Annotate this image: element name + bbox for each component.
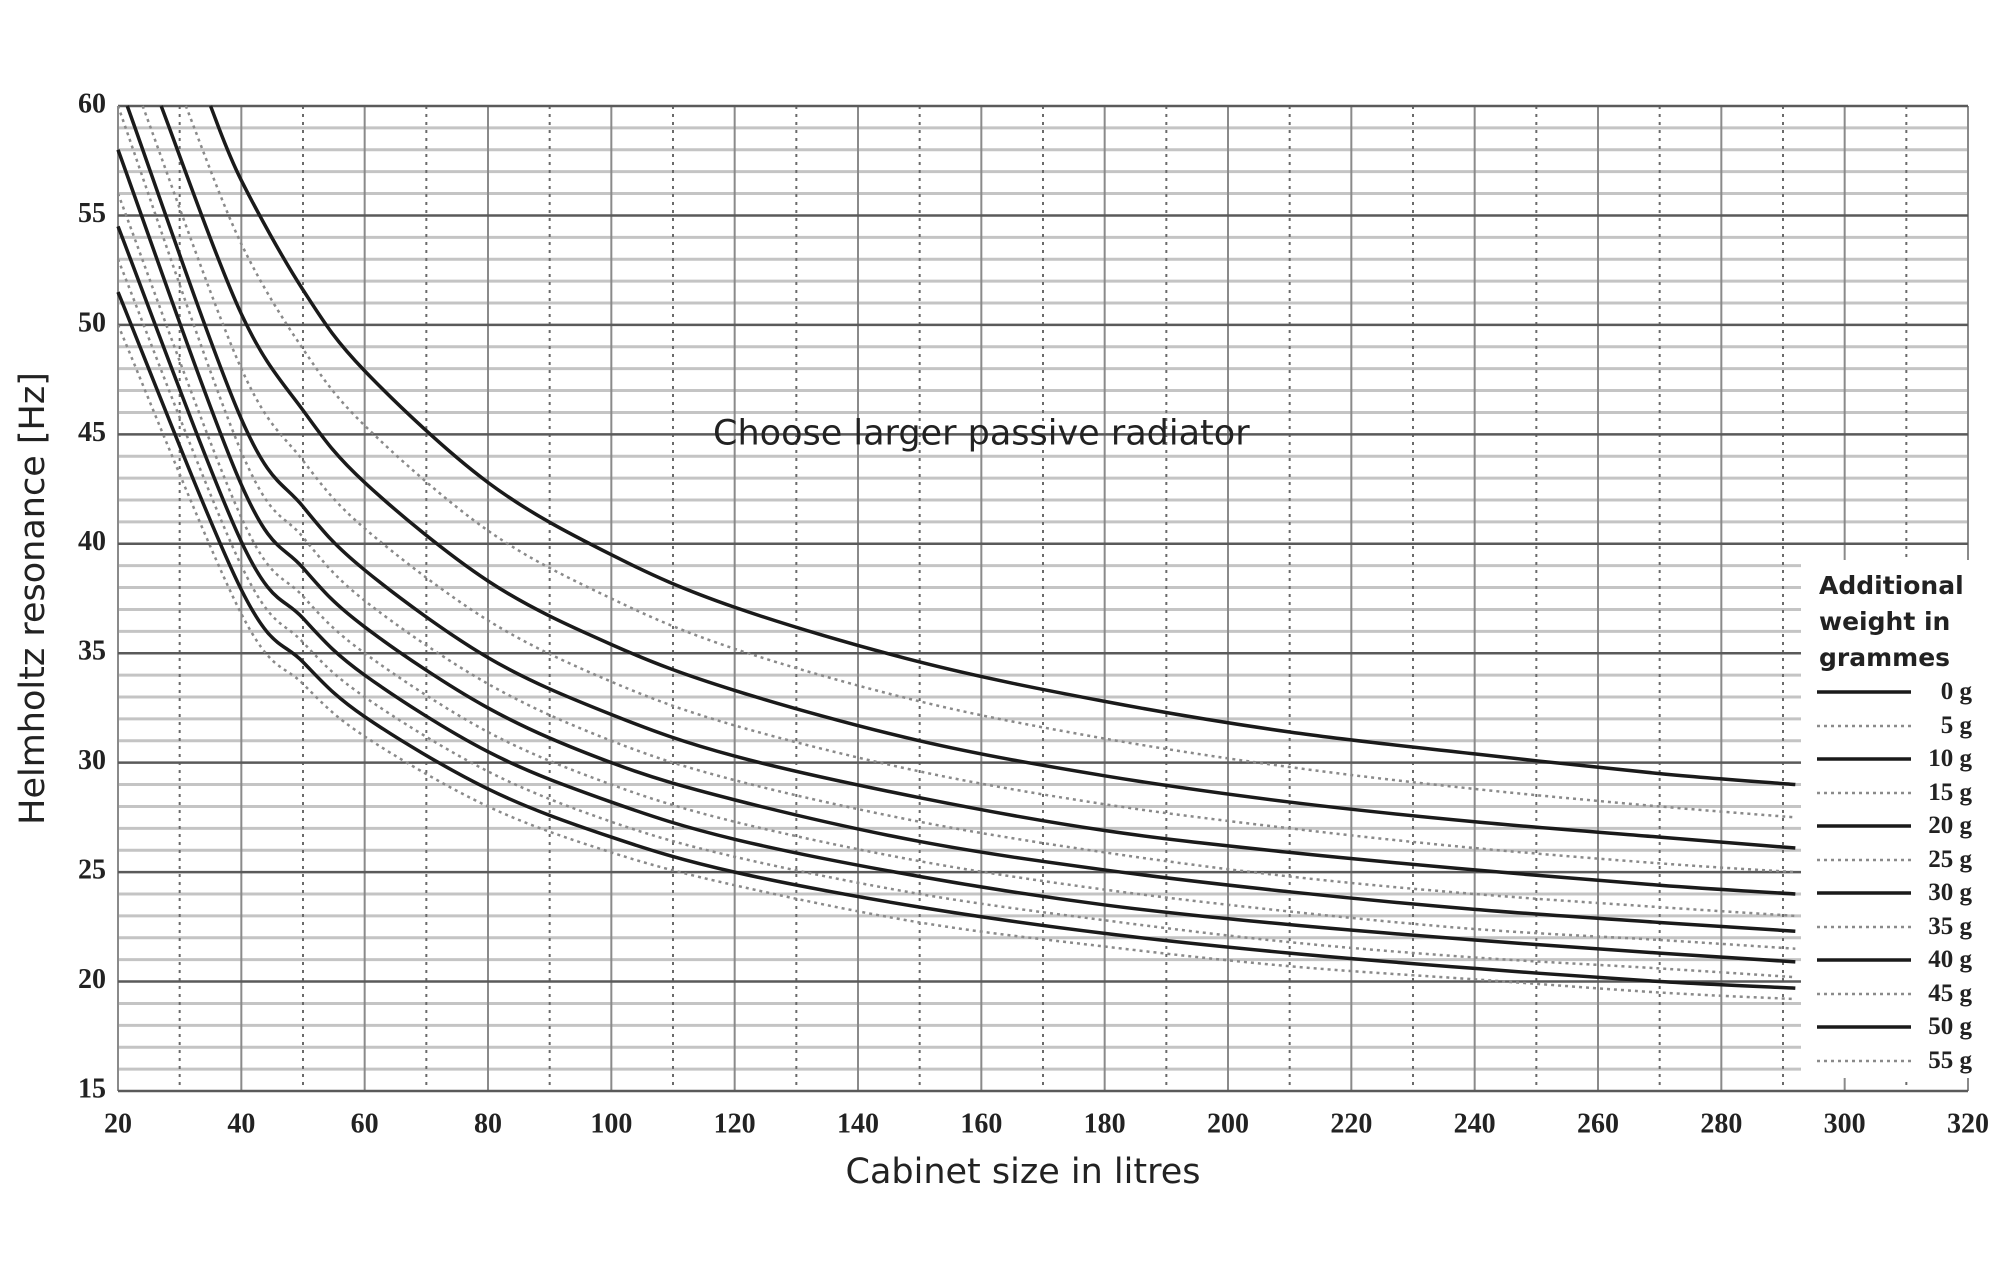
curve [141, 105, 1796, 874]
x-tick-label: 280 [1700, 1108, 1742, 1139]
x-tick-label: 100 [590, 1108, 632, 1139]
x-tick-label: 200 [1207, 1108, 1249, 1139]
curve [116, 193, 1796, 950]
legend-label: 40 g [1928, 946, 1972, 973]
legend-swatch [1817, 925, 1911, 928]
y-tick-label: 30 [78, 745, 106, 776]
x-tick-label: 240 [1454, 1108, 1496, 1139]
legend-entry: 25 g [1801, 844, 1976, 878]
legend-label: 45 g [1928, 979, 1972, 1007]
legend-entry: 50 g [1801, 1011, 1976, 1045]
curves [116, 105, 1796, 1001]
legend-swatch [1817, 791, 1911, 794]
y-tick-label: 60 [78, 88, 106, 119]
legend: Additional weight in grammes 0 g 5 g 10 g 1… [1801, 560, 1976, 1078]
legend-entry: 0 g [1801, 676, 1976, 710]
y-tick-label: 25 [78, 855, 106, 886]
legend-swatch [1817, 757, 1911, 761]
y-tick-label: 45 [78, 417, 106, 448]
legend-label: 0 g [1940, 678, 1972, 705]
legend-label: 20 g [1928, 812, 1972, 839]
legend-swatch [1817, 891, 1911, 895]
grid [117, 104, 1969, 1093]
curve [116, 324, 1796, 1001]
curve [116, 149, 1796, 933]
legend-label: 15 g [1928, 778, 1972, 806]
legend-entry: 35 g [1801, 911, 1976, 945]
legend-label: 5 g [1940, 711, 1972, 739]
legend-swatch [1817, 1025, 1911, 1029]
curve [116, 105, 1796, 918]
x-tick-label: 320 [1947, 1108, 1989, 1139]
legend-entry: 40 g [1801, 944, 1976, 978]
x-tick-label: 180 [1084, 1108, 1126, 1139]
legend-entry: 10 g [1801, 743, 1976, 777]
curve [159, 105, 1796, 850]
x-tick-label: 20 [104, 1108, 132, 1139]
legend-label: 25 g [1928, 845, 1972, 873]
legend-entry: 15 g [1801, 777, 1976, 811]
y-tick-label: 50 [78, 307, 106, 338]
curve [208, 105, 1796, 787]
y-tick-label: 15 [78, 1073, 106, 1104]
x-tick-label: 220 [1330, 1108, 1372, 1139]
legend-entry: 30 g [1801, 877, 1976, 911]
legend-entry: 5 g [1801, 710, 1976, 744]
annotation: Choose larger passive radiator [713, 413, 1250, 453]
legend-swatch [1817, 690, 1911, 694]
curve [116, 258, 1796, 979]
legend-entry: 45 g [1801, 978, 1976, 1012]
y-tick-label: 35 [78, 636, 106, 667]
legend-label: 35 g [1928, 912, 1972, 940]
y-tick-label: 20 [78, 964, 106, 995]
curve [184, 105, 1796, 819]
y-tick-label: 40 [78, 526, 106, 557]
legend-entries: 0 g 5 g 10 g 15 g 20 g 25 g 30 g 35 g 40 g 45 g 50… [1801, 676, 1976, 1078]
x-tick-label: 160 [960, 1108, 1002, 1139]
legend-label: 55 g [1928, 1046, 1972, 1074]
curve [116, 291, 1796, 990]
x-tick-label: 40 [227, 1108, 255, 1139]
x-tick-label: 120 [714, 1108, 756, 1139]
legend-swatch [1817, 1059, 1911, 1062]
legend-entry: 55 g [1801, 1045, 1976, 1079]
legend-label: 30 g [1928, 879, 1972, 906]
legend-swatch [1817, 858, 1911, 861]
x-axis-label: Cabinet size in litres [846, 1152, 1201, 1192]
y-axis-label: Helmholtz resonance [Hz] [13, 372, 53, 825]
legend-swatch [1817, 824, 1911, 828]
curve [116, 225, 1796, 964]
legend-swatch [1817, 958, 1911, 962]
legend-swatch [1817, 724, 1911, 727]
x-tick-label: 300 [1824, 1108, 1866, 1139]
x-tick-label: 260 [1577, 1108, 1619, 1139]
x-tick-label: 60 [351, 1108, 379, 1139]
legend-entry: 20 g [1801, 810, 1976, 844]
legend-label: 50 g [1928, 1013, 1972, 1040]
x-tick-label: 80 [474, 1108, 502, 1139]
legend-label: 10 g [1928, 745, 1972, 772]
y-tick-label: 55 [78, 198, 106, 229]
x-tick-label: 140 [837, 1108, 879, 1139]
legend-swatch [1817, 992, 1911, 995]
labels: 15 20 25 30 35 40 45 50 55 60 20 40 60 80 100 120 140 160… [13, 88, 1989, 1192]
curve [125, 105, 1796, 896]
legend-title: Additional weight in grammes [1819, 571, 1964, 672]
